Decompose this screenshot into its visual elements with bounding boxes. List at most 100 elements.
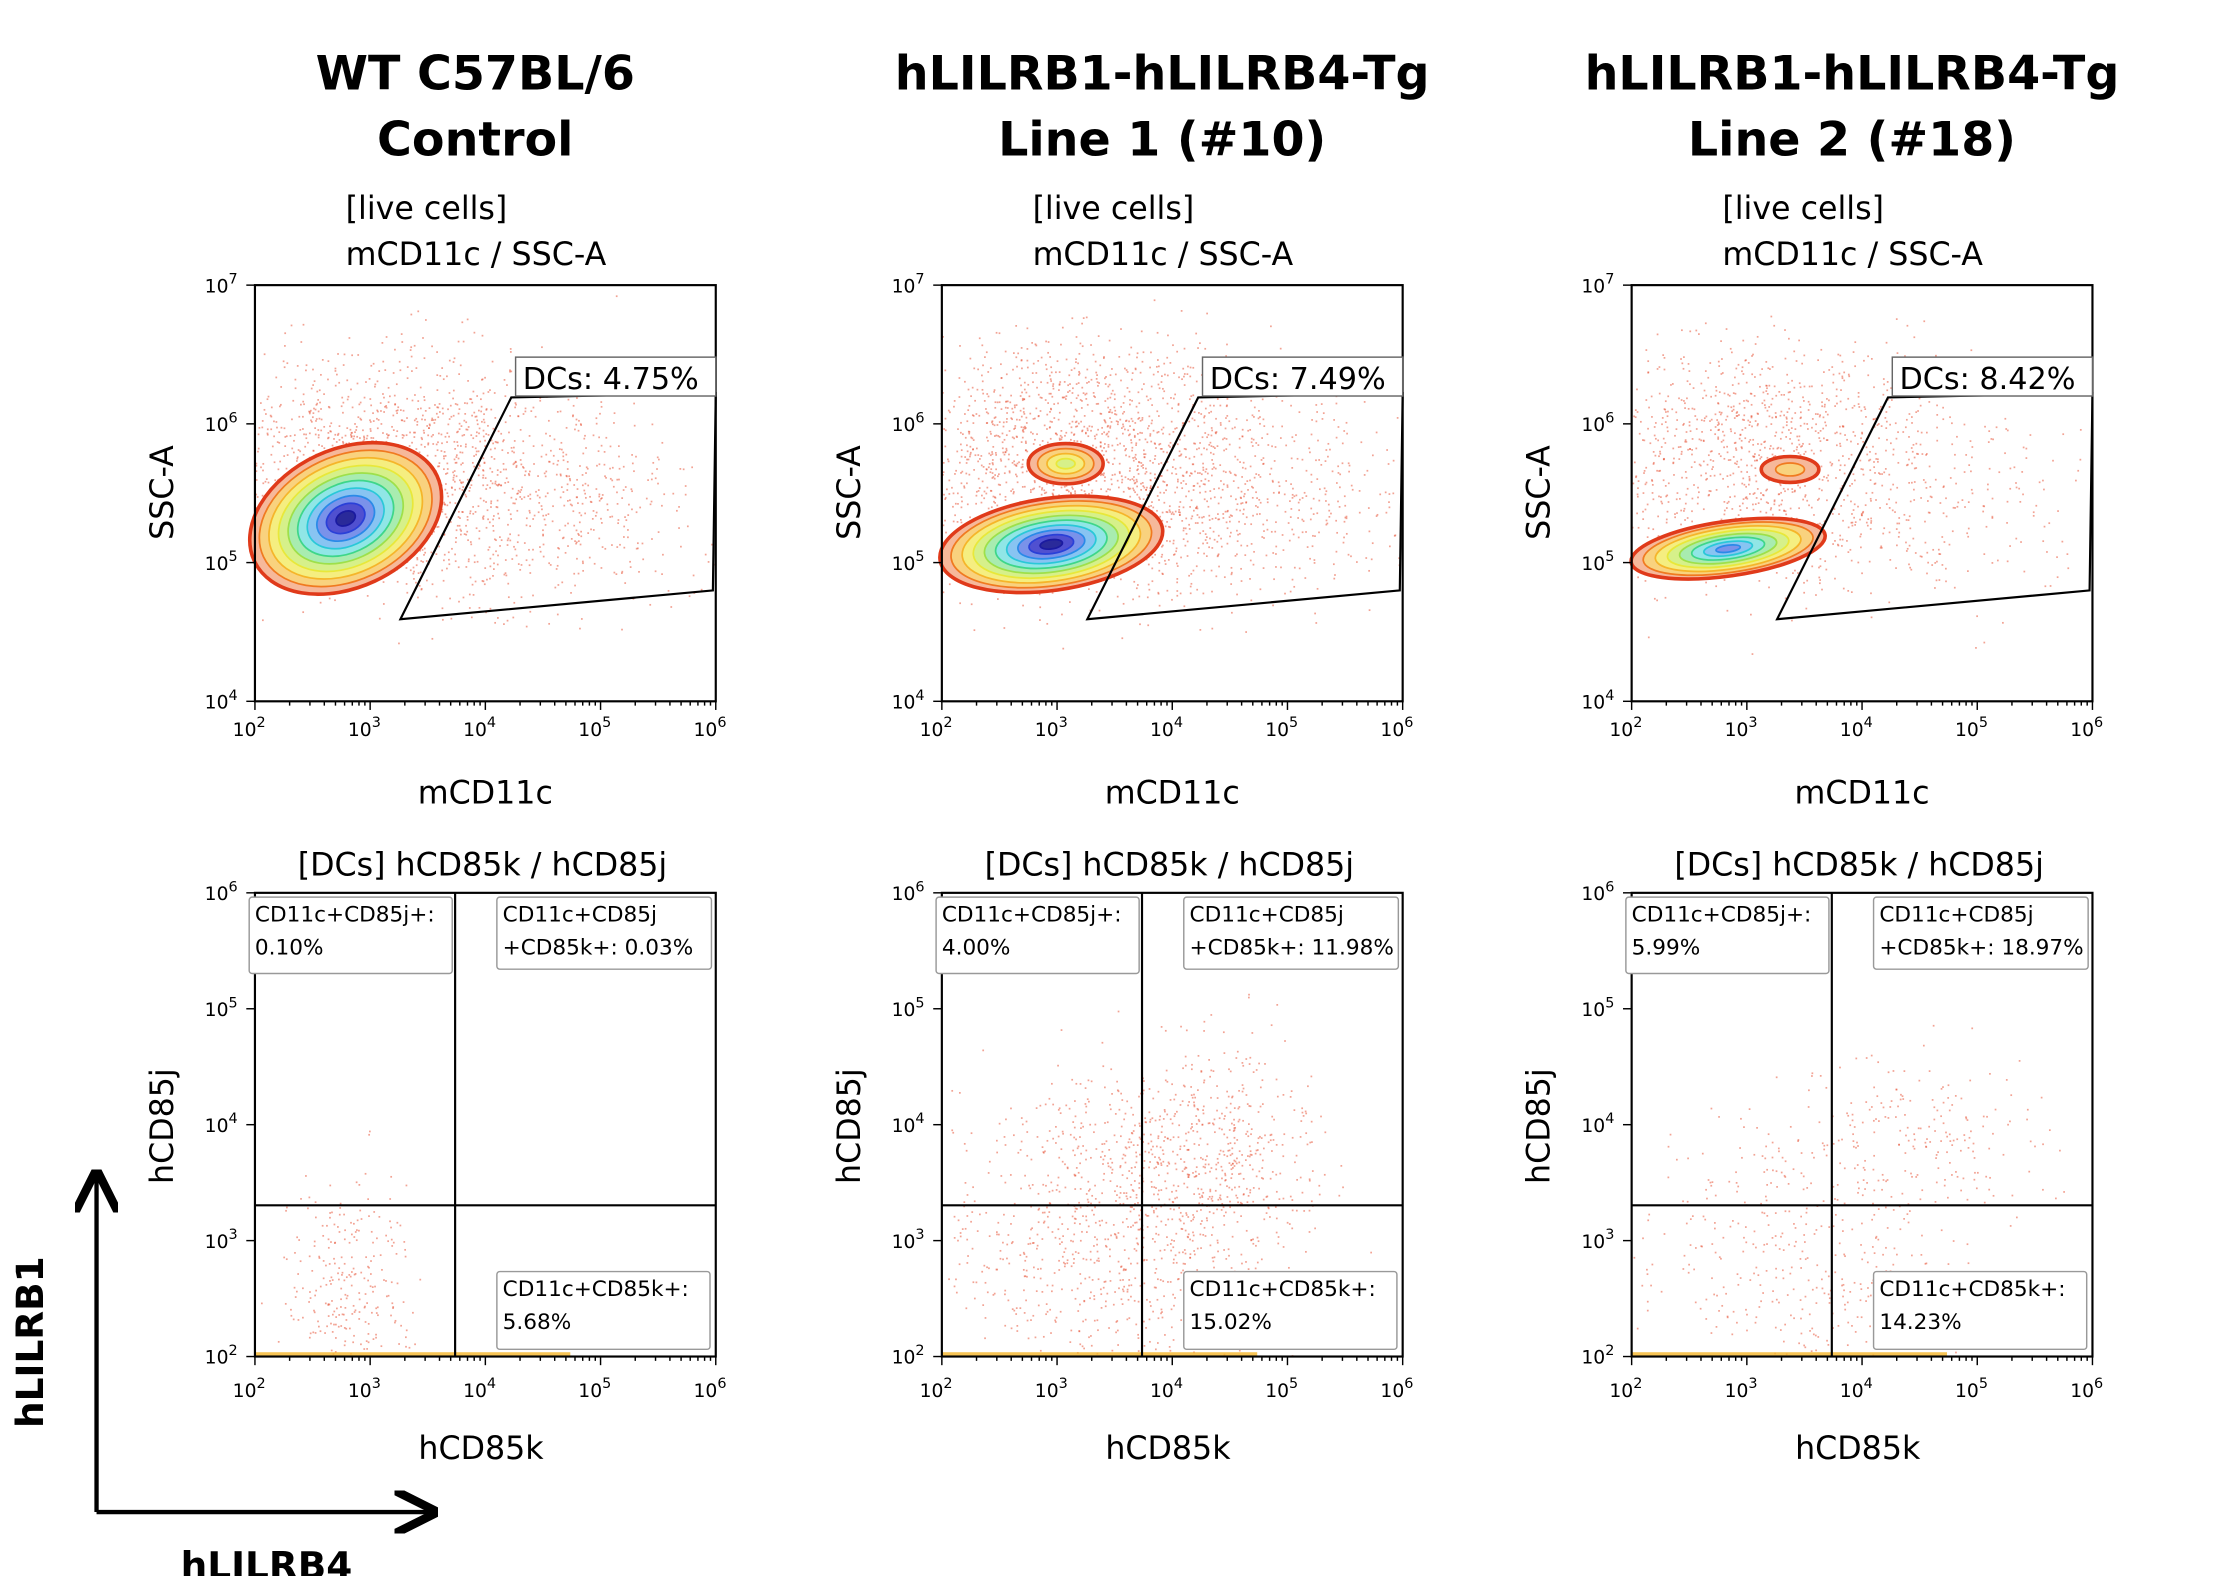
event-dot — [1074, 408, 1077, 411]
event-dot — [1090, 1344, 1093, 1347]
event-dot — [1098, 382, 1100, 384]
event-dot — [1132, 598, 1134, 601]
event-dot — [1368, 569, 1370, 572]
event-dot — [532, 594, 534, 597]
event-dot — [615, 295, 618, 298]
event-dot — [1229, 1206, 1232, 1209]
event-dot — [1165, 1187, 1168, 1190]
event-dot — [558, 547, 560, 550]
event-dot — [262, 469, 264, 472]
event-dot — [512, 502, 515, 505]
event-dot — [1115, 420, 1118, 423]
tick-base: 10 — [694, 1381, 718, 1402]
event-dot — [489, 565, 492, 568]
event-dot — [497, 512, 500, 515]
event-dot — [1076, 1287, 1079, 1290]
event-dot — [1013, 460, 1016, 463]
event-dot — [1082, 392, 1085, 394]
event-dot — [1027, 1243, 1030, 1245]
event-dot — [1025, 422, 1028, 424]
event-dot — [1249, 428, 1252, 431]
event-dot — [1166, 521, 1168, 523]
event-dot — [1040, 397, 1043, 399]
event-dot — [1042, 1183, 1045, 1186]
event-dot — [617, 522, 619, 525]
event-dot — [1199, 491, 1201, 494]
event-dot — [482, 499, 485, 502]
event-dot — [1239, 509, 1241, 512]
event-dot — [568, 475, 571, 478]
event-dot — [1008, 1262, 1011, 1265]
event-dot — [1171, 1201, 1174, 1203]
event-dot — [478, 432, 480, 435]
event-dot — [1105, 490, 1108, 493]
event-dot — [529, 525, 532, 528]
event-dot — [1163, 501, 1166, 504]
event-dot — [711, 543, 713, 546]
event-dot — [299, 428, 302, 431]
event-dot — [556, 410, 559, 413]
event-dot — [1233, 1118, 1235, 1121]
event-dot — [1071, 392, 1074, 394]
event-dot — [1063, 1265, 1066, 1268]
event-dot — [525, 625, 528, 628]
event-dot — [1109, 426, 1112, 429]
event-dot — [1172, 1262, 1175, 1264]
event-dot — [586, 467, 589, 470]
event-dot — [953, 1237, 956, 1239]
event-dot — [557, 459, 560, 462]
event-dot — [575, 423, 578, 426]
event-dot — [1019, 395, 1022, 397]
event-dot — [1138, 402, 1141, 405]
event-dot — [593, 562, 596, 565]
tick-base: 10 — [463, 1381, 487, 1402]
event-dot — [456, 403, 459, 406]
event-dot — [948, 1278, 950, 1281]
event-dot — [944, 429, 947, 432]
event-dot — [459, 517, 461, 519]
event-dot — [421, 418, 423, 421]
event-dot — [443, 457, 445, 460]
tick-exponent: 2 — [229, 1343, 238, 1359]
event-dot — [1058, 1259, 1060, 1262]
event-dot — [302, 393, 305, 396]
event-dot — [1081, 322, 1083, 325]
event-dot — [492, 575, 494, 577]
event-dot — [1291, 1136, 1294, 1139]
event-dot — [1102, 474, 1105, 477]
event-dot — [1003, 438, 1006, 441]
event-dot — [542, 529, 544, 532]
event-dot — [1073, 433, 1076, 436]
event-dot — [1035, 372, 1038, 374]
event-dot — [1291, 436, 1294, 439]
event-dot — [411, 399, 414, 402]
event-dot — [445, 516, 448, 519]
event-dot — [1055, 432, 1057, 435]
event-dot — [1109, 488, 1111, 491]
event-dot — [358, 1318, 361, 1320]
event-dot — [1070, 491, 1072, 494]
event-dot — [1086, 403, 1089, 406]
event-dot — [992, 495, 995, 498]
event-dot — [1236, 1221, 1239, 1223]
event-dot — [1317, 439, 1319, 442]
event-dot — [1151, 501, 1153, 504]
event-dot — [957, 1219, 960, 1222]
event-dot — [1166, 402, 1169, 405]
event-dot — [1311, 545, 1314, 548]
event-dot — [1155, 447, 1157, 449]
event-dot — [542, 514, 545, 517]
event-dot — [1394, 534, 1397, 537]
event-dot — [1150, 1148, 1153, 1151]
event-dot — [1142, 351, 1145, 354]
event-dot — [469, 398, 471, 400]
event-dot — [1091, 489, 1094, 492]
column-title: Control — [377, 113, 573, 168]
event-dot — [473, 554, 476, 557]
event-dot — [570, 538, 573, 540]
event-dot — [509, 539, 512, 542]
event-dot — [283, 427, 286, 430]
event-dot — [1105, 1245, 1108, 1248]
event-dot — [327, 1303, 330, 1305]
tick-label: 104 — [205, 1111, 238, 1137]
